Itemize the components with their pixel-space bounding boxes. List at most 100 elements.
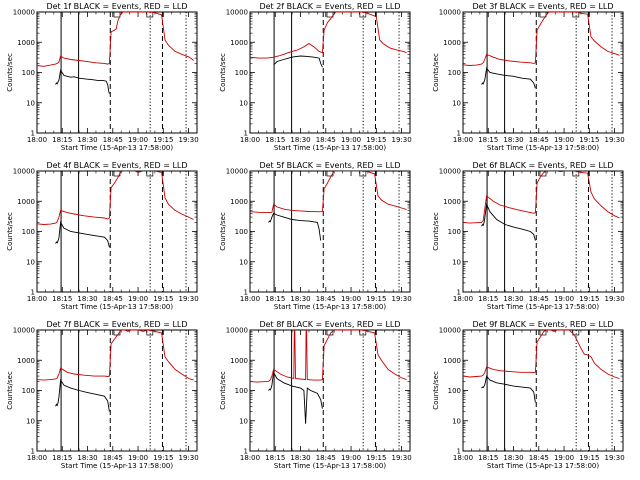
y-tick-label: 100 [22, 69, 35, 77]
x-tick-label: 19:15 [366, 136, 386, 144]
x-tick-label: 19:30 [604, 295, 624, 303]
y-tick-label: 1 [31, 448, 35, 456]
x-tick-label: 19:00 [128, 454, 148, 462]
chart-panel-6: Det 6f BLACK = Events, RED = LLD 1 10 100 10… [432, 161, 625, 311]
y-tick-label: 10 [26, 417, 35, 425]
y-tick-label: 10000 [226, 327, 248, 335]
attenuator-marker [113, 11, 121, 18]
y-tick-label: 1000 [230, 357, 248, 365]
x-axis-label: Start Time (15-Apr-13 17:58:00) [487, 303, 599, 311]
x-tick-label: 18:15 [52, 136, 72, 144]
y-tick-label: 100 [22, 387, 35, 395]
x-tick-label: 19:00 [128, 295, 148, 303]
y-tick-label: 100 [235, 69, 248, 77]
y-tick-label: 100 [235, 228, 248, 236]
y-tick-label: 1 [244, 448, 248, 456]
x-tick-label: 18:30 [503, 295, 523, 303]
panel-title: Det 3f BLACK = Events, RED = LLD [472, 2, 613, 11]
series-lld [463, 171, 620, 224]
panel-title: Det 2f BLACK = Events, RED = LLD [259, 2, 400, 11]
x-tick-label: 18:15 [52, 295, 72, 303]
y-axis-label: Counts/sec [6, 53, 14, 92]
y-tick-label: 1000 [17, 357, 35, 365]
panel-title: Det 8f BLACK = Events, RED = LLD [259, 320, 400, 329]
x-tick-label: 18:00 [240, 136, 260, 144]
y-tick-label: 1000 [230, 198, 248, 206]
y-tick-label: 10 [452, 99, 461, 107]
x-tick-label: 18:30 [290, 295, 310, 303]
x-tick-label: 18:00 [453, 295, 473, 303]
y-tick-label: 100 [448, 228, 461, 236]
x-tick-label: 19:00 [554, 454, 574, 462]
x-axis-label: Start Time (15-Apr-13 17:58:00) [487, 144, 599, 152]
panel-title: Det 4f BLACK = Events, RED = LLD [46, 161, 187, 170]
series-events [481, 202, 536, 241]
chart-panel-1: Det 1f BLACK = Events, RED = LLD 1 10 100 10… [6, 2, 199, 152]
x-tick-label: 18:00 [27, 136, 47, 144]
chart-panel-8: Det 8f BLACK = Events, RED = LLD 1 10 100 10… [219, 320, 412, 470]
y-tick-label: 10 [239, 417, 248, 425]
y-tick-label: 100 [448, 387, 461, 395]
series-lld [463, 330, 620, 379]
x-tick-label: 18:15 [478, 295, 498, 303]
attenuator-marker [326, 11, 334, 18]
y-tick-label: 10 [452, 258, 461, 266]
y-tick-label: 1 [457, 448, 461, 456]
x-tick-label: 18:45 [103, 136, 123, 144]
y-axis-label: Counts/sec [432, 371, 440, 410]
y-tick-label: 10000 [13, 9, 35, 17]
series-events [268, 212, 322, 241]
x-tick-label: 19:30 [604, 454, 624, 462]
y-tick-label: 1 [457, 289, 461, 297]
attenuator-marker [539, 170, 547, 177]
x-tick-label: 18:30 [503, 136, 523, 144]
x-tick-label: 19:30 [391, 295, 411, 303]
chart-panel-3: Det 3f BLACK = Events, RED = LLD 1 10 100 10… [432, 2, 625, 152]
x-axis-label: Start Time (15-Apr-13 17:58:00) [274, 144, 386, 152]
x-tick-label: 18:00 [453, 454, 473, 462]
y-tick-label: 100 [22, 228, 35, 236]
chart-panel-7: Det 7f BLACK = Events, RED = LLD 1 10 100 10… [6, 320, 199, 470]
y-tick-label: 10 [239, 258, 248, 266]
y-tick-label: 1000 [443, 198, 461, 206]
y-tick-label: 100 [448, 69, 461, 77]
y-tick-label: 10 [239, 99, 248, 107]
y-tick-label: 10 [26, 99, 35, 107]
series-events [481, 375, 536, 403]
chart-panel-9: Det 9f BLACK = Events, RED = LLD 1 10 100 10… [432, 320, 625, 470]
y-axis-label: Counts/sec [6, 371, 14, 410]
series-events [268, 370, 323, 424]
y-tick-label: 1000 [443, 39, 461, 47]
series-events [55, 68, 110, 94]
chart-panel-2: Det 2f BLACK = Events, RED = LLD 1 10 100 10… [219, 2, 412, 152]
x-tick-label: 18:30 [77, 295, 97, 303]
x-tick-label: 18:45 [103, 454, 123, 462]
x-tick-label: 18:15 [478, 136, 498, 144]
x-tick-label: 19:30 [391, 454, 411, 462]
series-lld [37, 330, 194, 381]
series-lld [250, 171, 407, 214]
x-tick-label: 19:15 [366, 454, 386, 462]
x-tick-label: 19:00 [341, 295, 361, 303]
x-tick-label: 19:30 [604, 136, 624, 144]
x-tick-label: 18:00 [240, 454, 260, 462]
x-tick-label: 18:15 [265, 136, 285, 144]
x-tick-label: 19:15 [153, 454, 173, 462]
panel-title: Det 6f BLACK = Events, RED = LLD [472, 161, 613, 170]
x-tick-label: 19:30 [178, 454, 198, 462]
x-tick-label: 18:15 [265, 295, 285, 303]
attenuator-marker [113, 329, 121, 336]
x-tick-label: 18:00 [453, 136, 473, 144]
panel-title: Det 1f BLACK = Events, RED = LLD [46, 2, 187, 11]
panel-title: Det 5f BLACK = Events, RED = LLD [259, 161, 400, 170]
x-tick-label: 19:00 [554, 136, 574, 144]
x-tick-label: 19:15 [579, 454, 599, 462]
x-tick-label: 19:00 [341, 454, 361, 462]
x-tick-label: 18:15 [52, 454, 72, 462]
x-tick-label: 18:00 [240, 295, 260, 303]
x-tick-label: 19:00 [128, 136, 148, 144]
series-events [55, 378, 110, 412]
y-tick-label: 10000 [439, 9, 461, 17]
y-tick-label: 1 [244, 130, 248, 138]
series-lld [463, 12, 620, 66]
